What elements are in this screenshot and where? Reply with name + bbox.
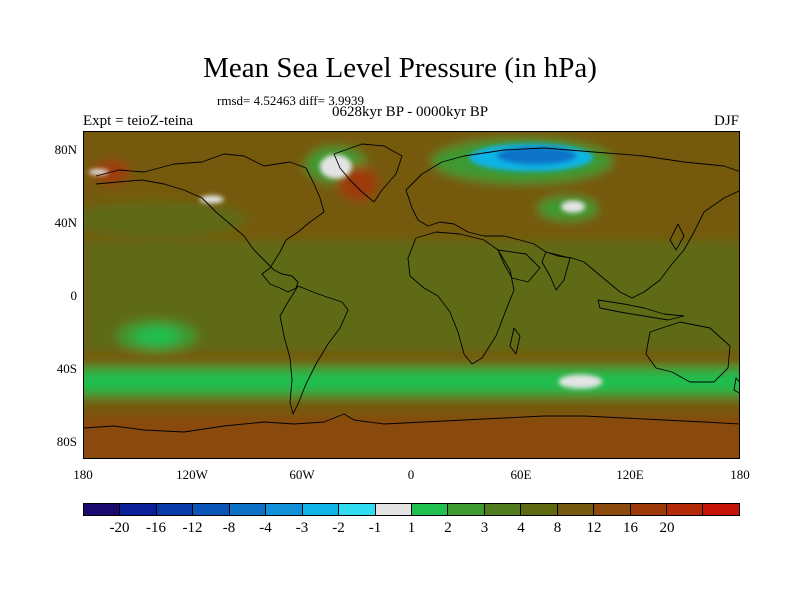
lon-tick-0: 0 xyxy=(407,467,415,482)
coastline-antarctica xyxy=(84,413,739,433)
colorbar-label: 16 xyxy=(623,520,638,536)
map-panel xyxy=(83,131,740,459)
coastline-north-america xyxy=(95,153,325,293)
colorbar-swatch xyxy=(302,504,340,515)
colorbar-swatch xyxy=(229,504,267,515)
field-south-pacific-core xyxy=(135,327,179,346)
colorbar xyxy=(83,503,740,516)
coastline-new-zealand xyxy=(733,377,739,394)
field-indian-ocean-patch xyxy=(558,374,603,389)
map-plot xyxy=(84,132,739,458)
field-arctic-low-core xyxy=(496,146,577,165)
colorbar-label: -2 xyxy=(332,520,345,536)
field-north-pacific xyxy=(84,201,247,238)
colorbar-label: -1 xyxy=(368,520,382,536)
lat-tick-0: 0 xyxy=(70,288,78,303)
colorbar-swatch xyxy=(484,504,522,515)
rmsd-diff-stats: rmsd= 4.52463 diff= 3.9939 xyxy=(217,93,364,108)
colorbar-swatch xyxy=(339,504,376,515)
field-central-asia-low xyxy=(561,200,586,213)
colorbar-label: -8 xyxy=(222,520,236,536)
lat-tick-80n: 80N xyxy=(54,142,77,157)
colorbar-swatch xyxy=(703,504,739,515)
field-antarctic-band xyxy=(84,416,739,458)
colorbar-label: -16 xyxy=(146,520,166,536)
colorbar-swatch xyxy=(630,504,667,515)
colorbar-swatch xyxy=(120,504,157,515)
lat-tick-40s: 40S xyxy=(56,361,77,376)
colorbar-label: -20 xyxy=(109,520,130,536)
map-subtitle: 0628kyr BP - 0000kyr BP xyxy=(331,104,489,120)
colorbar-label: -12 xyxy=(182,520,203,536)
coastline-japan xyxy=(669,223,685,251)
colorbar-label: 2 xyxy=(444,520,452,536)
colorbar-label: 12 xyxy=(586,520,602,536)
lon-tick-120w: 120W xyxy=(176,467,208,482)
colorbar-swatch xyxy=(156,504,194,515)
colorbar-swatch xyxy=(266,504,303,515)
colorbar-label: 8 xyxy=(553,520,562,536)
field-bering-patch xyxy=(88,169,109,176)
lon-tick-180w: 180 xyxy=(73,467,93,482)
colorbar-swatch xyxy=(411,504,449,515)
colorbar-swatch xyxy=(448,504,485,515)
colorbar-swatch xyxy=(84,504,121,515)
coastline-australia xyxy=(645,321,731,383)
coastline-indonesia xyxy=(597,299,685,321)
colorbar-label: -3 xyxy=(295,520,309,536)
colorbar-label: 4 xyxy=(517,520,525,536)
lon-tick-120e: 120E xyxy=(616,467,644,482)
lat-tick-80s: 80S xyxy=(56,434,77,449)
coastline-south-america xyxy=(279,285,349,415)
coastline-africa xyxy=(407,231,515,365)
lon-tick-60w: 60W xyxy=(289,467,315,482)
map-title: Mean Sea Level Pressure (in hPa) xyxy=(203,52,597,84)
colorbar-swatch xyxy=(594,504,631,515)
colorbar-swatch xyxy=(667,504,704,515)
coastline-eurasia xyxy=(405,147,739,299)
colorbar-swatch xyxy=(375,504,412,515)
colorbar-label: 1 xyxy=(407,520,416,536)
colorbar-swatch xyxy=(557,504,595,515)
lat-tick-40n: 40N xyxy=(54,215,77,230)
coastline-greenland xyxy=(333,143,403,203)
colorbar-label: 3 xyxy=(480,520,489,536)
coastline-india xyxy=(541,251,571,291)
lon-tick-60e: 60E xyxy=(510,467,532,482)
coastline-arabia xyxy=(497,249,541,283)
season-label: DJF xyxy=(713,113,739,129)
colorbar-label: -4 xyxy=(259,520,272,536)
coastline-madagascar xyxy=(509,327,521,355)
colorbar-swatch xyxy=(521,504,558,515)
field-southern-ocean-core xyxy=(84,372,739,391)
colorbar-swatch xyxy=(193,504,230,515)
colorbar-label: 20 xyxy=(659,520,675,536)
experiment-label: Expt = teioZ-teina xyxy=(83,113,194,129)
lon-tick-180e: 180 xyxy=(730,467,750,482)
